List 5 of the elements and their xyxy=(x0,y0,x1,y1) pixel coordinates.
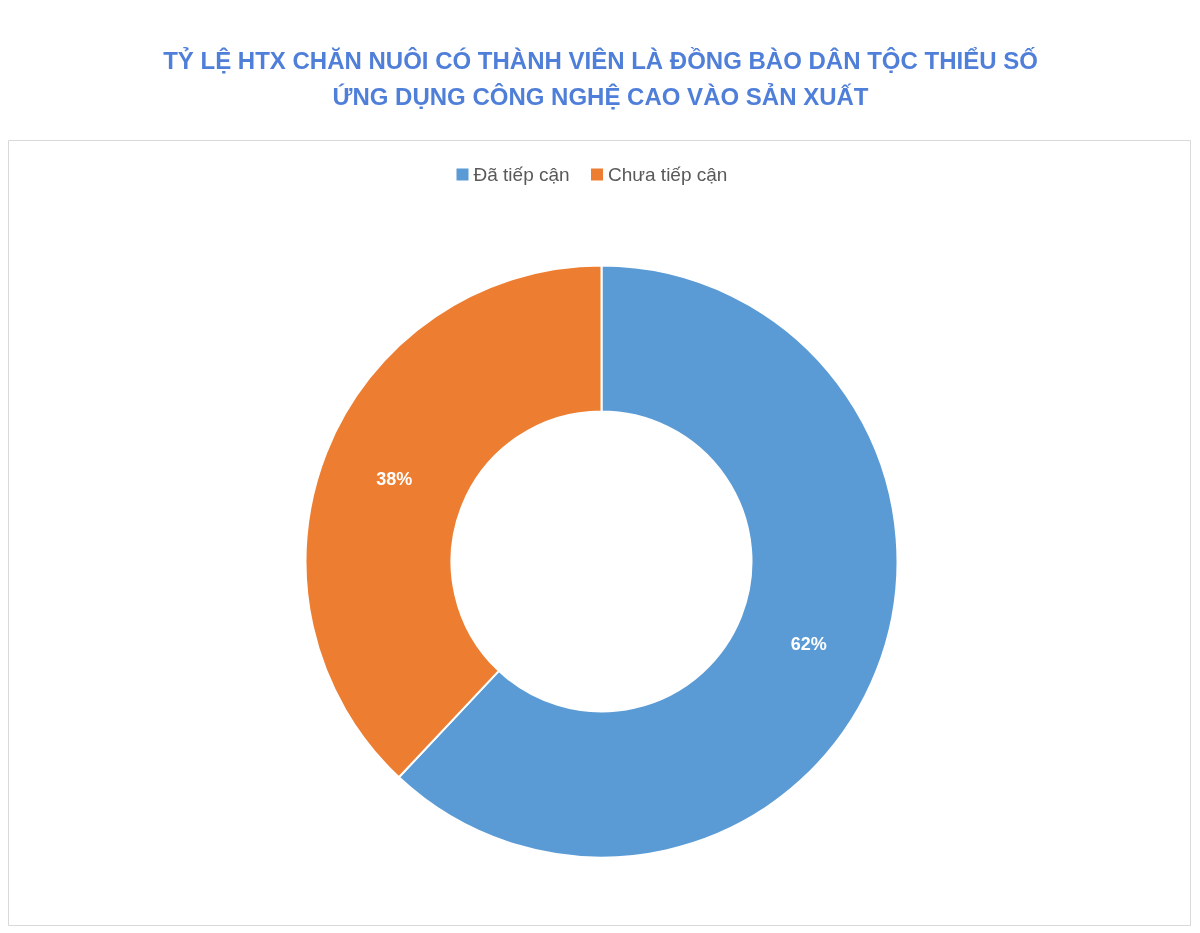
chart-title: TỶ LỆ HTX CHĂN NUÔI CÓ THÀNH VIÊN LÀ ĐỒNG BÀO DÂN TỘC THIỂU SỐ ỨNG DỤNG CÔNG NGHỆ CAO VÀO SẢN XUẤT xyxy=(163,46,1038,110)
legend-label: Đã tiếp cận xyxy=(473,164,570,185)
data-label: 38% xyxy=(376,469,413,490)
legend-label: Chưa tiếp cận xyxy=(608,164,728,185)
data-label: 62% xyxy=(790,633,827,654)
